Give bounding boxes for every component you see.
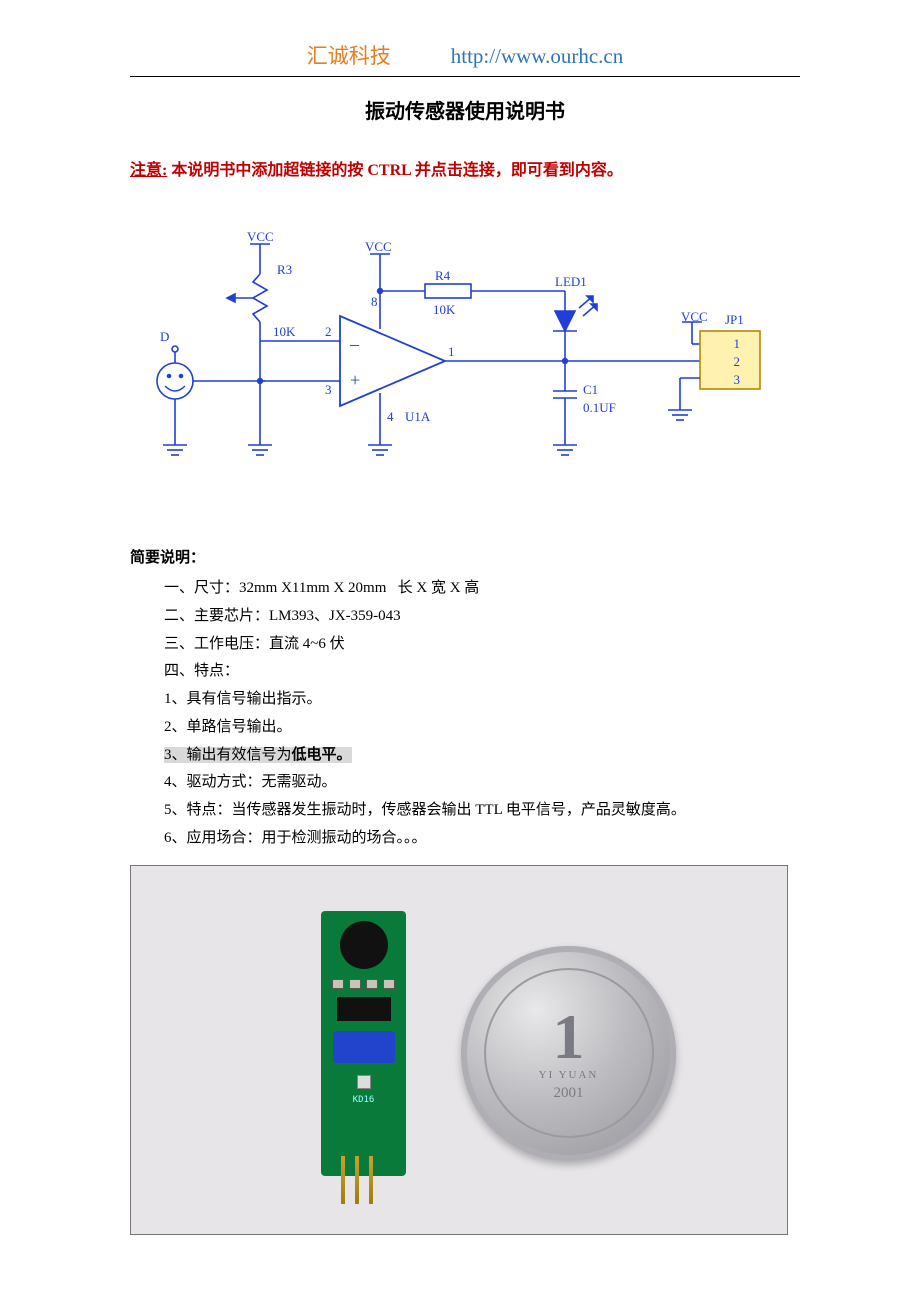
svg-text:3: 3 (325, 382, 332, 397)
svg-text:8: 8 (371, 294, 378, 309)
spec-line: 6、应用场合：用于检测振动的场合。。。 (164, 825, 800, 853)
document-title: 振动传感器使用说明书 (130, 95, 800, 124)
sensor-cylinder-icon (340, 921, 388, 969)
page-header: 汇诚科技 http://www.ourhc.cn (130, 40, 800, 70)
notice-label: 注意: (130, 162, 167, 179)
svg-text:VCC: VCC (247, 229, 274, 244)
svg-text:R4: R4 (435, 268, 451, 283)
spec-line: 二、主要芯片：LM393、JX-359-043 (164, 603, 800, 631)
svg-text:D: D (160, 329, 169, 344)
spec-line: 5、特点：当传感器发生振动时，传感器会输出 TTL 电平信号，产品灵敏度高。 (164, 797, 800, 825)
spec-heading: 简要说明： (130, 546, 800, 567)
spec-line: 一、尺寸：32mm X11mm X 20mm 长 X 宽 X 高 (164, 575, 800, 603)
svg-text:2: 2 (325, 324, 332, 339)
pcb-led-icon (357, 1075, 371, 1089)
product-photo: KD16 1 YI YUAN 2001 (130, 865, 788, 1235)
pcb-silk-label: KD16 (353, 1095, 375, 1105)
ic-chip-icon (337, 997, 391, 1021)
svg-text:LED1: LED1 (555, 274, 587, 289)
company-name: 汇诚科技 (307, 40, 391, 70)
spec-line: 四、特点： (164, 658, 800, 686)
smd-row-icon (332, 979, 395, 989)
spec-line: 4、驱动方式：无需驱动。 (164, 769, 800, 797)
svg-text:–: – (349, 334, 360, 354)
spec-line: 1、具有信号输出指示。 (164, 686, 800, 714)
svg-text:4: 4 (387, 409, 394, 424)
coin-value: 1 (553, 1005, 585, 1069)
spec-line: 2、单路信号输出。 (164, 714, 800, 742)
circuit-schematic: DVCCR310K23–+8VCC4U1A1R410KLED1C10.1UFVC… (135, 216, 795, 506)
svg-text:JP1: JP1 (725, 312, 744, 327)
coin-illustration: 1 YI YUAN 2001 (461, 946, 676, 1161)
header-divider (130, 76, 800, 77)
spec-line: 三、工作电压：直流 4~6 伏 (164, 631, 800, 659)
document-page: 汇诚科技 http://www.ourhc.cn 振动传感器使用说明书 注意: … (0, 0, 920, 1302)
svg-text:C1: C1 (583, 382, 598, 397)
svg-text:R3: R3 (277, 262, 292, 277)
potentiometer-icon (333, 1031, 395, 1063)
coin-subtext: YI YUAN (539, 1069, 599, 1081)
notice-text: 本说明书中添加超链接的按 CTRL 并点击连接，即可看到内容。 (167, 162, 623, 179)
website-url[interactable]: http://www.ourhc.cn (451, 44, 623, 69)
header-pins-icon (341, 1156, 373, 1204)
pcb-illustration: KD16 (321, 911, 406, 1176)
coin-year: 2001 (554, 1085, 584, 1102)
svg-text:10K: 10K (273, 324, 296, 339)
spec-list: 一、尺寸：32mm X11mm X 20mm 长 X 宽 X 高二、主要芯片：L… (130, 575, 800, 853)
svg-text:2: 2 (734, 354, 741, 369)
svg-text:+: + (350, 370, 360, 390)
notice-line: 注意: 本说明书中添加超链接的按 CTRL 并点击连接，即可看到内容。 (130, 156, 800, 180)
svg-text:1: 1 (734, 336, 741, 351)
svg-text:1: 1 (448, 344, 455, 359)
spec-line: 3、输出有效信号为低电平。 (164, 742, 800, 770)
svg-text:3: 3 (734, 372, 741, 387)
svg-text:0.1UF: 0.1UF (583, 400, 616, 415)
svg-text:VCC: VCC (365, 239, 392, 254)
svg-text:10K: 10K (433, 302, 456, 317)
svg-text:U1A: U1A (405, 409, 431, 424)
